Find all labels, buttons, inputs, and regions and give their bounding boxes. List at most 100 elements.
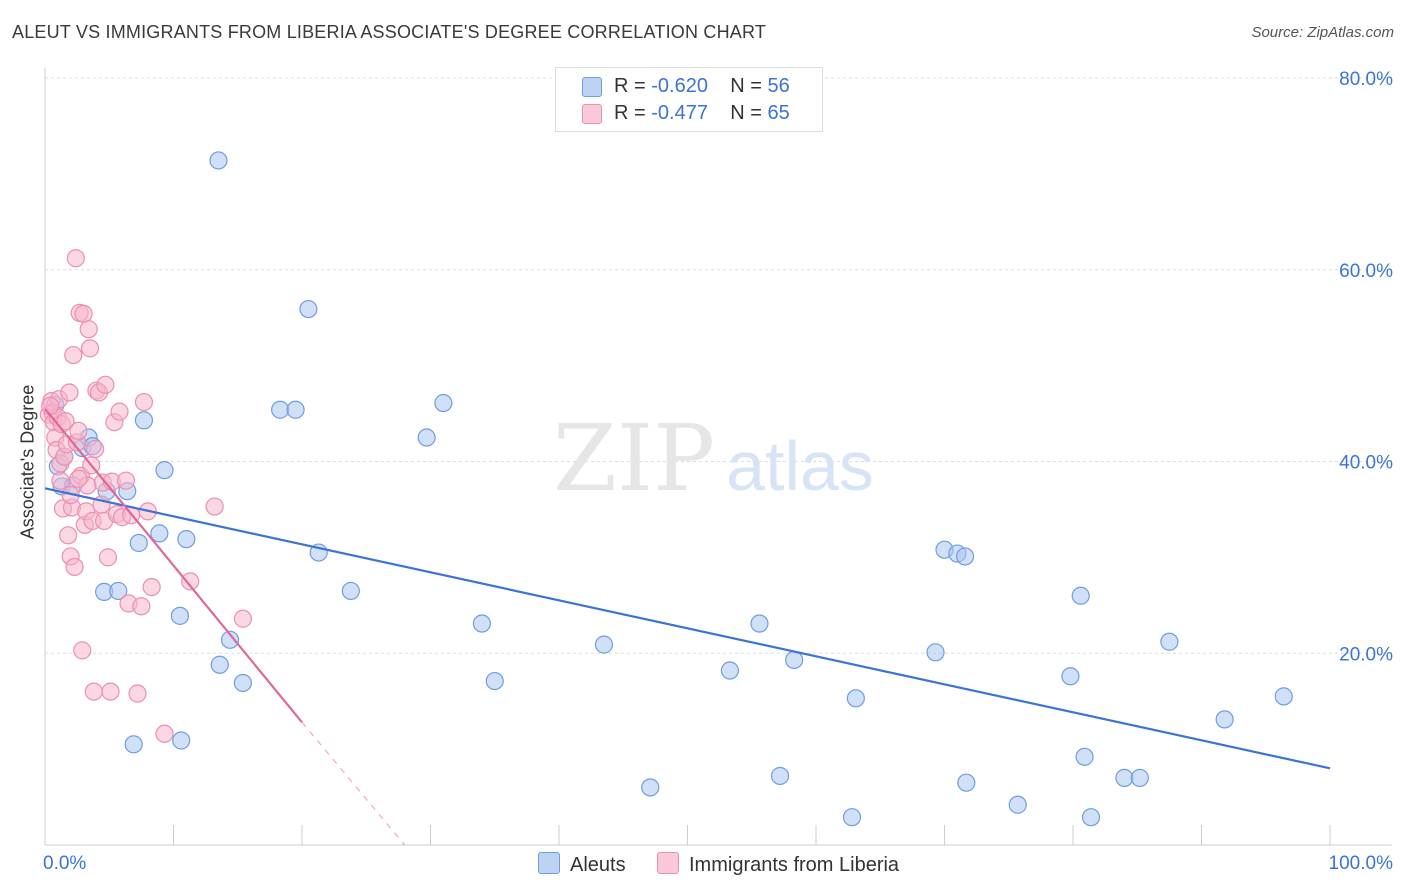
aleut-point xyxy=(1075,747,1094,766)
aleut-point xyxy=(846,689,865,708)
aleut-point xyxy=(170,606,190,625)
liberia-point xyxy=(233,609,252,628)
chart-title: ALEUT VS IMMIGRANTS FROM LIBERIA ASSOCIA… xyxy=(12,22,767,42)
aleut-point xyxy=(720,661,740,680)
liberia-point xyxy=(101,682,120,701)
legend-r-value: -0.620 xyxy=(651,75,708,97)
liberia-point xyxy=(134,392,154,412)
aleut-point xyxy=(134,411,154,430)
liberia-point xyxy=(51,471,70,490)
aleut-point xyxy=(434,393,453,413)
liberia-point xyxy=(132,597,151,616)
stats-legend: R = -0.620 N = 56 R = -0.477 N = 65 xyxy=(555,67,823,132)
liberia-point xyxy=(66,249,85,268)
liberia-point xyxy=(41,396,60,415)
liberia-point xyxy=(73,641,92,660)
legend-n-value: 65 xyxy=(767,102,790,124)
liberia-point xyxy=(96,375,115,394)
aleut-point xyxy=(1160,632,1179,651)
aleut-point xyxy=(955,547,975,566)
legend-r-label: R = xyxy=(614,75,652,97)
x-tick-label-min: 0.0% xyxy=(43,853,86,874)
aleut-point xyxy=(472,614,491,633)
aleut-point xyxy=(1115,768,1134,787)
liberia-trend-line xyxy=(44,408,303,723)
x-tick-label-max: 100.0% xyxy=(1329,853,1394,874)
bottom-legend-label-aleuts: Aleuts xyxy=(570,854,626,876)
aleut-point xyxy=(1008,795,1027,814)
liberia-point xyxy=(128,684,147,703)
liberia-point xyxy=(69,421,88,440)
aleut-point xyxy=(842,808,862,827)
aleut-point xyxy=(1071,586,1090,605)
legend-n-label: N = xyxy=(730,102,768,124)
aleut-point xyxy=(1061,667,1080,686)
liberia-point xyxy=(181,572,200,591)
aleut-point xyxy=(1274,687,1293,706)
aleut-point xyxy=(594,635,614,654)
bottom-legend-swatch-pink xyxy=(657,852,679,874)
y-tick-label: 40.0% xyxy=(1339,453,1393,474)
aleut-point xyxy=(124,735,143,754)
legend-swatch-pink xyxy=(582,104,602,124)
liberia-point xyxy=(110,402,129,421)
aleut-point xyxy=(286,400,305,419)
aleut-point xyxy=(150,524,169,543)
axes xyxy=(44,68,1392,846)
liberia-point xyxy=(59,526,78,545)
legend-n-value: 56 xyxy=(767,75,790,97)
aleut-point xyxy=(299,299,318,319)
aleut-point xyxy=(1215,710,1234,729)
liberia-point xyxy=(79,320,98,339)
liberia-point xyxy=(74,304,93,323)
liberia-trend-extension xyxy=(301,721,406,846)
bottom-legend-swatch-blue xyxy=(538,852,560,874)
aleut-point xyxy=(271,400,290,419)
legend-n-label: N = xyxy=(730,75,768,97)
watermark-zip: ZIP xyxy=(553,405,715,512)
liberia-point xyxy=(86,439,105,459)
y-tick-label: 60.0% xyxy=(1339,261,1393,282)
aleut-point xyxy=(926,643,945,662)
bottom-legend-aleuts: Aleuts xyxy=(538,852,626,877)
aleut-point xyxy=(341,581,360,601)
aleut-point xyxy=(209,151,228,170)
aleut-point xyxy=(220,630,240,649)
gridlines xyxy=(45,77,1392,654)
liberia-point xyxy=(69,469,88,488)
bottom-legend-label-liberia: Immigrants from Liberia xyxy=(689,854,900,876)
data-points xyxy=(39,151,1293,827)
bottom-legend-liberia: Immigrants from Liberia xyxy=(657,852,899,877)
aleut-point xyxy=(417,428,436,447)
liberia-point xyxy=(155,724,174,743)
aleut-point xyxy=(155,461,174,480)
liberia-point xyxy=(205,497,224,516)
legend-r-label: R = xyxy=(614,102,652,124)
liberia-point xyxy=(56,412,75,431)
watermark-atlas: atlas xyxy=(726,427,874,505)
aleut-point xyxy=(957,773,976,792)
aleut-point xyxy=(177,530,196,549)
y-tick-label: 20.0% xyxy=(1339,644,1393,665)
aleut-point xyxy=(1130,768,1149,787)
y-axis-label: Associate's Degree xyxy=(17,384,38,540)
aleut-trend-line xyxy=(44,487,1331,770)
aleut-point xyxy=(641,778,660,797)
liberia-point xyxy=(64,345,83,365)
aleut-point xyxy=(1081,808,1101,827)
aleut-point xyxy=(210,655,229,674)
watermark: ZIP atlas xyxy=(553,405,874,512)
liberia-point xyxy=(60,383,79,402)
aleut-point xyxy=(770,766,790,786)
aleut-point xyxy=(485,671,504,691)
aleut-point xyxy=(785,650,804,670)
liberia-point xyxy=(84,682,103,701)
source-label: Source: ZipAtlas.com xyxy=(1251,24,1394,41)
aleut-point xyxy=(172,731,191,750)
legend-swatch-blue xyxy=(582,77,602,97)
liberia-point xyxy=(116,471,136,490)
legend-r-value: -0.477 xyxy=(651,102,708,124)
aleut-point xyxy=(109,581,128,601)
aleut-point xyxy=(750,614,769,633)
